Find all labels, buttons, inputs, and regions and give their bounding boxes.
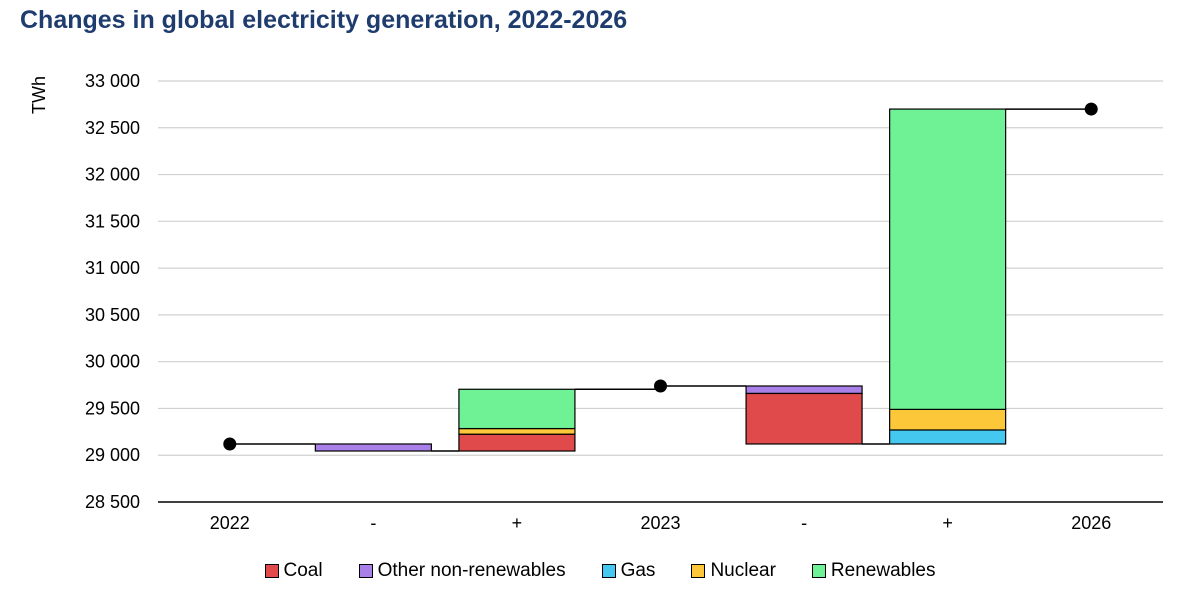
legend-item: Renewables [811, 560, 936, 582]
x-tick-label: + [942, 513, 953, 533]
gridlines [158, 80, 1163, 456]
legend-swatch [264, 564, 279, 578]
y-tick-label: 32 000 [85, 165, 140, 185]
total-marker-2026 [1084, 102, 1098, 116]
y-tick-label: 29 500 [85, 398, 140, 418]
total-marker-2023 [654, 379, 667, 393]
bar-renewables [458, 388, 576, 430]
connector-lines [229, 108, 1092, 452]
x-tick-label: 2026 [1071, 513, 1111, 533]
y-tick-label: 32 500 [85, 118, 140, 138]
y-tick-label: 31 500 [85, 211, 140, 231]
y-tick-label: 31 000 [85, 258, 140, 278]
x-tick-labels: 2022 - +2023 - +2026 [210, 513, 1111, 533]
x-tick-label: - [370, 513, 376, 533]
legend-label: Gas [620, 560, 656, 581]
bar-segments [314, 108, 1007, 452]
legend-swatch [691, 564, 706, 578]
x-tick-label: 2022 [210, 513, 250, 533]
y-tick-label: 30 500 [85, 305, 140, 325]
total-marker-2022 [223, 437, 237, 451]
legend-item: Nuclear [691, 560, 776, 582]
legend-item: Gas [601, 560, 656, 582]
bar-renewables [889, 108, 1007, 410]
x-tick-label: - [801, 513, 807, 533]
legend-swatch [601, 564, 616, 578]
y-tick-label: 29 000 [85, 445, 140, 465]
y-tick-labels: 28 500 29 000 29 500 30 000 30 500 31 000 31 5… [85, 71, 140, 512]
legend-item: Other non-renewables [358, 560, 566, 582]
x-tick-label: + [512, 513, 523, 533]
y-tick-label: 28 500 [85, 492, 140, 512]
bar-nuclear [458, 427, 576, 435]
bar-coal [745, 392, 863, 445]
bar-gas [889, 429, 1007, 445]
legend-label: Other non-renewables [377, 560, 566, 581]
legend-swatch [358, 564, 373, 578]
legend-swatch [811, 564, 826, 578]
legend-label: Nuclear [710, 560, 776, 581]
y-tick-label: 33 000 [85, 71, 140, 91]
chart-title: Changes in global electricity generation… [20, 6, 628, 34]
total-markers [223, 102, 1098, 451]
bar-nuclear [889, 408, 1007, 431]
legend-label: Renewables [830, 560, 936, 581]
y-axis-label: TWh [29, 76, 49, 114]
legend-label: Coal [283, 560, 323, 581]
bar-other-non-renewables [745, 385, 863, 395]
bar-coal [458, 433, 576, 452]
bar-other-non-renewables [314, 443, 432, 452]
y-tick-label: 30 000 [85, 352, 140, 372]
legend-item: Coal [264, 560, 323, 582]
legend: Coal Other non-renewables Gas Nuclear Renewa… [0, 560, 1200, 584]
x-tick-label: 2023 [640, 513, 680, 533]
